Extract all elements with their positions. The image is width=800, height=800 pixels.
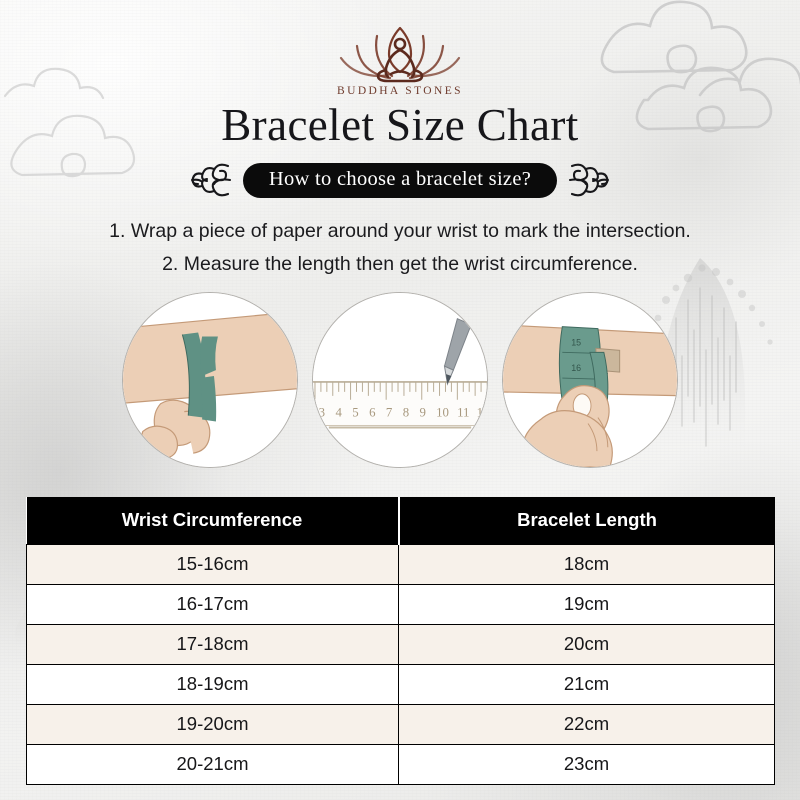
illustration-measure-wrist-with-tape: 15 16 17 2	[502, 292, 678, 468]
column-header-wrist-circumference: Wrist Circumference	[26, 497, 400, 545]
svg-text:4: 4	[335, 406, 342, 420]
cell-wrist-circumference: 20-21cm	[26, 744, 399, 785]
cell-bracelet-length: 22cm	[398, 704, 775, 745]
cell-wrist-circumference: 16-17cm	[26, 584, 399, 625]
banner-pill: How to choose a bracelet size?	[242, 162, 558, 198]
table-row: 18-19cm 21cm	[26, 664, 775, 705]
brand-name: BUDDHA STONES	[337, 85, 463, 97]
svg-text:5: 5	[352, 406, 358, 420]
cell-wrist-circumference: 17-18cm	[26, 624, 399, 665]
table-row: 19-20cm 22cm	[26, 704, 775, 745]
cell-wrist-circumference: 19-20cm	[26, 704, 399, 745]
illustration-row: 34 56 78 9 10 11 12	[0, 292, 800, 468]
illustration-measure-with-ruler: 34 56 78 9 10 11 12	[312, 292, 488, 468]
lotus-meditation-icon	[339, 26, 461, 83]
cell-bracelet-length: 23cm	[398, 744, 775, 785]
svg-text:16: 16	[571, 363, 581, 373]
instruction-step-1: 1. Wrap a piece of paper around your wri…	[109, 220, 691, 242]
svg-text:3: 3	[319, 406, 325, 420]
cell-bracelet-length: 19cm	[398, 584, 775, 625]
instruction-step-2: 2. Measure the length then get the wrist…	[162, 253, 638, 275]
table-header-row: Wrist Circumference Bracelet Length	[26, 497, 775, 545]
svg-text:11: 11	[457, 406, 469, 420]
instruction-steps: 1. Wrap a piece of paper around your wri…	[0, 215, 800, 281]
cell-bracelet-length: 20cm	[398, 624, 775, 665]
cell-wrist-circumference: 15-16cm	[26, 544, 399, 585]
page-title: Bracelet Size Chart	[221, 100, 579, 150]
table-row: 17-18cm 20cm	[26, 624, 775, 665]
svg-text:9: 9	[420, 406, 426, 420]
svg-text:6: 6	[369, 406, 376, 420]
table-row: 16-17cm 19cm	[26, 584, 775, 625]
brand-logo: BUDDHA STONES	[0, 22, 800, 97]
illustration-wrap-paper-around-wrist	[122, 292, 298, 468]
swirl-ornament-icon-left	[190, 163, 231, 197]
svg-text:8: 8	[403, 406, 409, 420]
svg-text:15: 15	[571, 337, 581, 347]
svg-text:10: 10	[436, 406, 449, 420]
table-row: 15-16cm 18cm	[26, 544, 775, 585]
table-row: 20-21cm 23cm	[26, 744, 775, 785]
banner-row: How to choose a bracelet size?	[0, 160, 800, 200]
svg-text:7: 7	[386, 406, 393, 420]
swirl-ornament-icon-right	[569, 163, 610, 197]
bracelet-size-table: Wrist Circumference Bracelet Length 15-1…	[26, 497, 775, 785]
svg-text:12: 12	[477, 406, 487, 420]
cell-wrist-circumference: 18-19cm	[26, 664, 399, 705]
cell-bracelet-length: 21cm	[398, 664, 775, 705]
column-header-bracelet-length: Bracelet Length	[398, 497, 775, 545]
cell-bracelet-length: 18cm	[398, 544, 775, 585]
